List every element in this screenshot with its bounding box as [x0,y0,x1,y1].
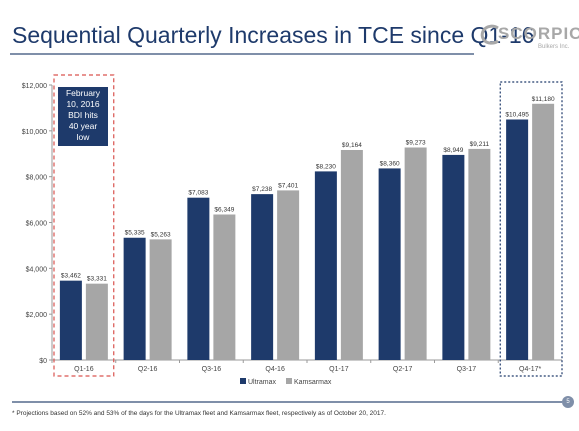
bar-value-label: $3,331 [87,276,107,283]
logo-wordmark: SCORPIO [498,24,579,43]
bar-value-label: $5,335 [125,230,145,237]
y-tick-label: $8,000 [26,175,48,182]
kamsarmax-bar [213,214,236,360]
bar-value-label: $10,495 [505,111,529,118]
y-tick-label: $2,000 [26,312,48,319]
tce-bar-chart: $0 $2,000 $4,000 $6,000 $8,000 $10,000 $12,000… [22,74,563,386]
page-title: Sequential Quarterly Increases in TCE si… [12,22,535,48]
legend-label: Kamsarmax [294,379,332,386]
bar-value-label: $7,083 [188,190,208,197]
x-tick-label: Q3-16 [202,366,222,373]
x-tick-label: Q1-17 [329,366,349,373]
legend-label: Ultramax [248,379,277,386]
kamsarmax-bar [404,147,427,360]
ultramax-bar [187,197,210,360]
y-tick-label: $10,000 [22,129,47,136]
callout-line: BDI hits [68,110,98,120]
x-tick-label: Q4-16 [265,366,285,373]
q4-17-highlight-box [499,81,563,377]
ultramax-bar [59,280,82,360]
bar-value-label: $3,462 [61,273,81,280]
bar-value-label: $11,180 [532,96,555,103]
kamsarmax-bar [532,103,555,360]
bar-value-label: $8,949 [443,147,463,154]
bar-value-label: $9,273 [406,139,426,146]
ultramax-bar [314,171,337,360]
kamsarmax-bar [468,148,491,360]
bar-value-label: $9,211 [470,141,490,148]
ultramax-bar [251,194,274,360]
x-tick-label: Q2-16 [138,366,158,373]
kamsarmax-bar [340,149,363,360]
x-tick-label: Q3-17 [457,366,477,373]
x-tick-label: Q1-16 [74,366,94,373]
page-number: 5 [562,396,574,408]
logo-subtitle: Bulkers Inc. [538,44,570,50]
bar-value-label: $7,238 [252,186,272,193]
callout-line: 10, 2016 [66,99,100,109]
bar-value-label: $8,230 [316,163,336,170]
ultramax-bar [378,168,401,360]
kamsarmax-bar [277,190,300,360]
callout-line: February [65,88,100,98]
bar-value-label: $6,349 [214,207,234,214]
y-tick-label: $4,000 [26,266,48,273]
callout-line: low [76,132,90,142]
company-logo: SCORPIO Bulkers Inc. [478,22,579,54]
bar-value-label: $7,401 [278,182,298,189]
callout-line: 40 year [68,121,98,131]
q1-16-highlight-box [53,74,115,377]
bar-value-label: $5,263 [151,231,171,238]
ultramax-bar [442,154,465,360]
y-tick-label: $12,000 [22,83,47,90]
x-tick-label: Q4-17* [519,366,541,373]
x-tick-label: Q2-17 [393,366,413,373]
kamsarmax-bar [149,239,172,360]
y-tick-label: $0 [39,358,47,365]
bar-value-label: $8,360 [380,160,400,167]
legend-swatch-ultramax [240,378,246,384]
y-tick-label: $6,000 [26,221,48,228]
footnote: * Projections based on 52% and 53% of th… [12,410,386,417]
logo-swoosh-icon [480,24,499,45]
ultramax-bar [123,237,146,360]
kamsarmax-bar [85,283,108,360]
legend-swatch-kamsarmax [286,378,292,384]
footer-divider [12,401,562,403]
bar-value-label: $9,164 [342,142,362,149]
bdi-callout: February 10, 2016 BDI hits 40 year low [58,87,108,146]
ultramax-bar [506,119,529,360]
title-divider [10,53,474,55]
